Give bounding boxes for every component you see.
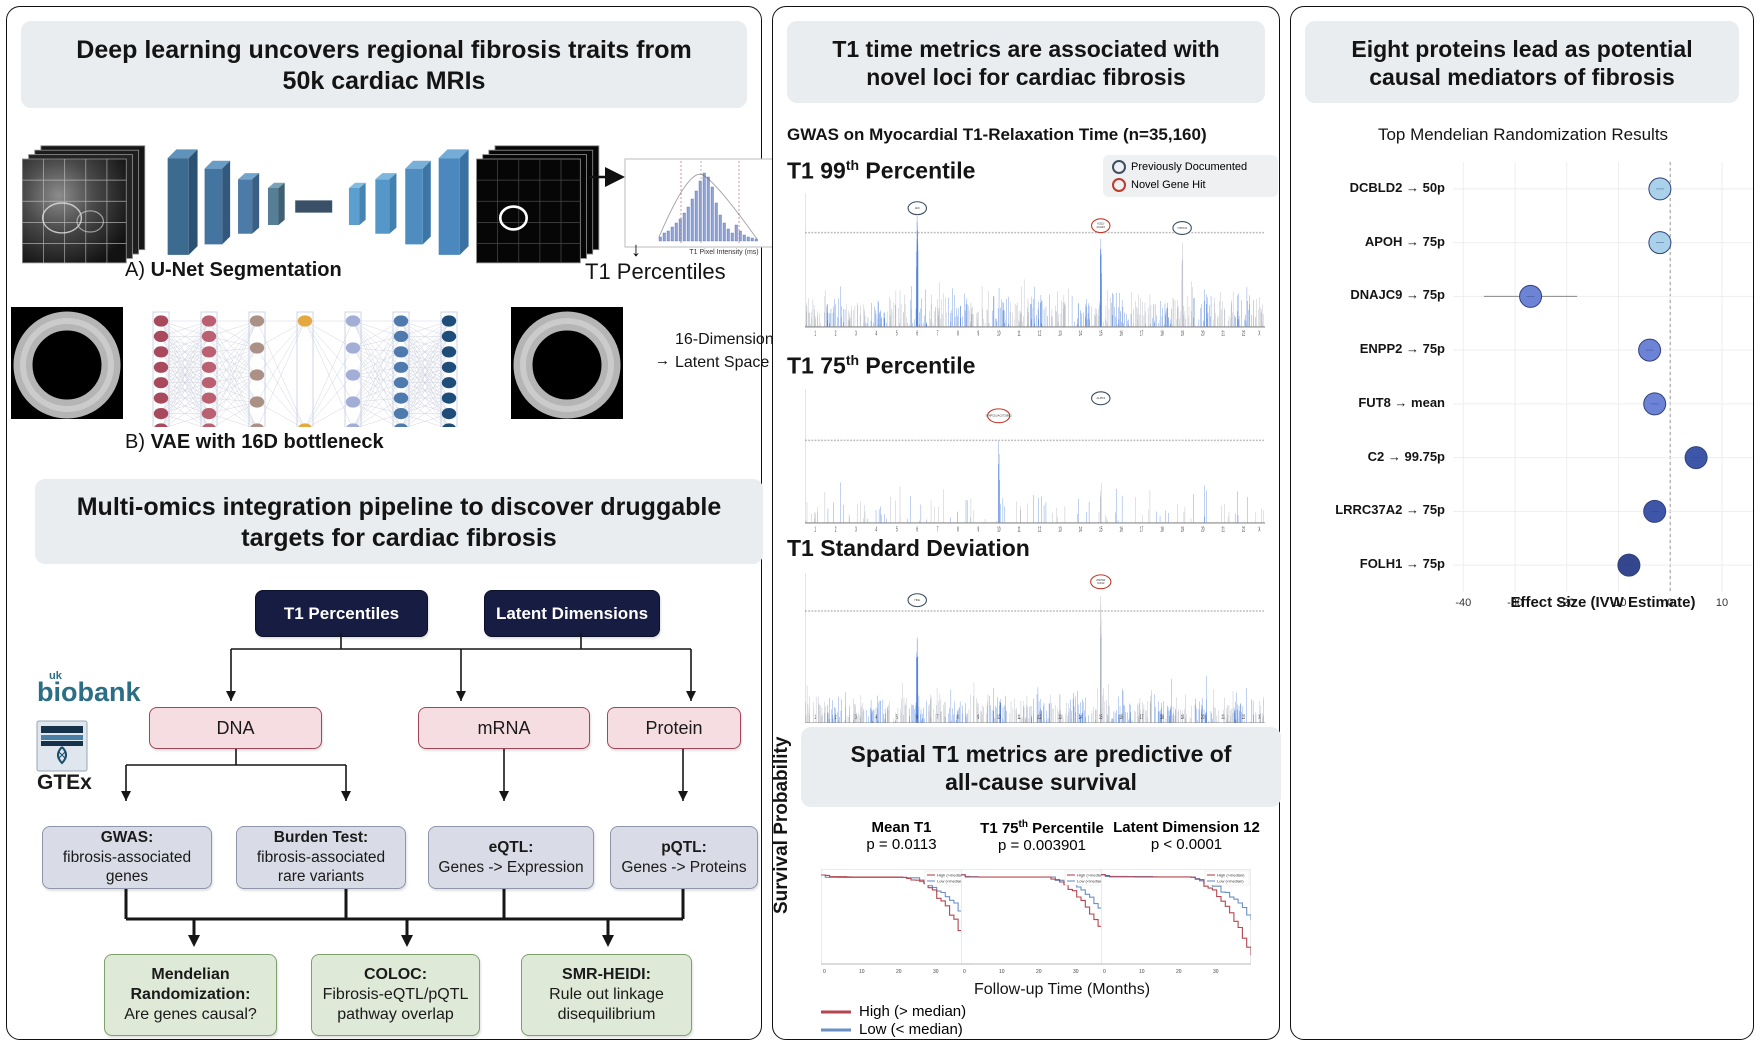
svg-text:30: 30 [1213, 969, 1219, 975]
svg-text:X: X [1258, 526, 1260, 534]
svg-text:21: 21 [1222, 526, 1225, 534]
svg-text:8: 8 [957, 714, 959, 722]
svg-text:4: 4 [876, 330, 878, 338]
svg-text:10: 10 [997, 714, 1000, 722]
svg-text:7: 7 [937, 330, 939, 338]
svg-text:ASGR1: ASGR1 [1096, 226, 1105, 229]
svg-text:11: 11 [1018, 330, 1021, 338]
svg-text:11: 11 [1018, 526, 1021, 534]
svg-text:18: 18 [1160, 330, 1163, 338]
svg-text:2: 2 [835, 526, 837, 534]
svg-text:T1 Pixel Intensity (ms): T1 Pixel Intensity (ms) [689, 249, 758, 256]
svg-text:1: 1 [814, 714, 816, 722]
svg-text:SYNPO2L/AC073389.2: SYNPO2L/AC073389.2 [986, 415, 1013, 418]
svg-text:1: 1 [814, 330, 816, 338]
svg-text:10: 10 [997, 526, 1000, 534]
svg-text:4: 4 [876, 714, 878, 722]
svg-text:12: 12 [1038, 330, 1041, 338]
svg-text:HFE: HFE [914, 598, 920, 602]
svg-text:7: 7 [937, 526, 939, 534]
svg-text:2: 2 [835, 714, 837, 722]
svg-text:22: 22 [1242, 714, 1245, 722]
svg-text:16: 16 [1120, 526, 1123, 534]
svg-text:20: 20 [896, 969, 902, 975]
svg-text:18: 18 [1160, 526, 1163, 534]
svg-text:0: 0 [963, 969, 966, 975]
svg-text:21: 21 [1222, 714, 1225, 722]
svg-text:6: 6 [916, 714, 918, 722]
svg-text:5: 5 [896, 714, 898, 722]
svg-text:10: 10 [997, 330, 1000, 338]
svg-text:Low (<median): Low (<median) [1217, 879, 1244, 884]
svg-text:3: 3 [855, 526, 857, 534]
svg-text:15: 15 [1099, 330, 1102, 338]
svg-text:6: 6 [916, 526, 918, 534]
svg-text:1: 1 [814, 526, 816, 534]
svg-text:14: 14 [1079, 330, 1082, 338]
svg-text:5: 5 [896, 330, 898, 338]
svg-text:8: 8 [957, 330, 959, 338]
svg-text:13: 13 [1058, 714, 1061, 722]
svg-text:7: 7 [937, 714, 939, 722]
svg-text:19: 19 [1181, 526, 1184, 534]
svg-text:17: 17 [1140, 714, 1143, 722]
svg-text:20: 20 [1201, 714, 1204, 722]
svg-text:15: 15 [1099, 526, 1102, 534]
svg-text:13: 13 [1058, 330, 1061, 338]
svg-text:19: 19 [1181, 330, 1184, 338]
svg-text:21: 21 [1222, 330, 1225, 338]
svg-text:ALPK3: ALPK3 [1096, 396, 1105, 400]
svg-text:ZNF592: ZNF592 [1096, 579, 1106, 582]
svg-text:High (>median): High (>median) [1217, 873, 1245, 878]
svg-text:18: 18 [1160, 714, 1163, 722]
svg-text:12: 12 [1038, 714, 1041, 722]
svg-text:14: 14 [1079, 714, 1082, 722]
svg-text:20: 20 [1036, 969, 1042, 975]
svg-text:3: 3 [855, 714, 857, 722]
svg-text:9: 9 [978, 714, 980, 722]
svg-text:20: 20 [1201, 330, 1204, 338]
svg-text:30: 30 [1073, 969, 1079, 975]
svg-text:9: 9 [978, 330, 980, 338]
svg-text:AFF: AFF [915, 206, 921, 210]
svg-text:15: 15 [1099, 714, 1102, 722]
svg-text:0: 0 [823, 969, 826, 975]
svg-text:12: 12 [1038, 526, 1041, 534]
svg-text:10: 10 [859, 969, 865, 975]
svg-text:17: 17 [1140, 330, 1143, 338]
svg-text:20: 20 [1201, 526, 1204, 534]
svg-text:6: 6 [916, 330, 918, 338]
svg-text:14: 14 [1079, 526, 1082, 534]
svg-text:2: 2 [835, 330, 837, 338]
svg-text:16: 16 [1120, 714, 1123, 722]
svg-text:THPO16: THPO16 [1177, 227, 1187, 230]
svg-text:0: 0 [1103, 969, 1106, 975]
svg-text:13: 13 [1058, 526, 1061, 534]
svg-text:11: 11 [1018, 714, 1021, 722]
svg-text:20: 20 [1176, 969, 1182, 975]
svg-text:IGF1R: IGF1R [1097, 582, 1105, 585]
svg-text:X: X [1258, 330, 1260, 338]
svg-text:3: 3 [855, 330, 857, 338]
svg-text:30: 30 [933, 969, 939, 975]
svg-text:10: 10 [999, 969, 1005, 975]
svg-text:17: 17 [1140, 526, 1143, 534]
svg-text:4: 4 [876, 526, 878, 534]
svg-text:5: 5 [896, 526, 898, 534]
svg-text:19: 19 [1181, 714, 1184, 722]
svg-text:22: 22 [1242, 330, 1245, 338]
svg-text:10: 10 [1139, 969, 1145, 975]
svg-text:8: 8 [957, 526, 959, 534]
svg-text:9: 9 [978, 526, 980, 534]
svg-text:22: 22 [1242, 526, 1245, 534]
svg-text:ACE2/: ACE2/ [1097, 223, 1105, 226]
svg-text:16: 16 [1120, 330, 1123, 338]
